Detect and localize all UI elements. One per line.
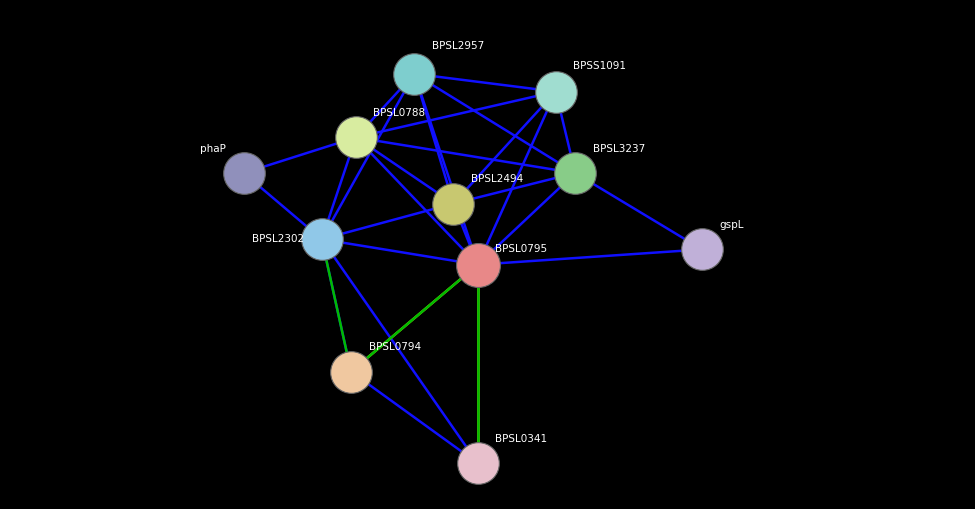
Text: gspL: gspL — [720, 220, 744, 230]
Text: BPSL2302: BPSL2302 — [253, 234, 304, 244]
Point — [446, 200, 461, 208]
Point — [470, 261, 486, 269]
Text: BPSL0794: BPSL0794 — [369, 342, 420, 352]
Point — [348, 133, 364, 142]
Text: BPSL0795: BPSL0795 — [495, 244, 547, 254]
Point — [314, 235, 330, 243]
Point — [470, 459, 486, 467]
Text: BPSL0788: BPSL0788 — [373, 108, 425, 118]
Text: BPSL2494: BPSL2494 — [471, 174, 524, 184]
Point — [567, 169, 583, 177]
Point — [343, 367, 359, 376]
Text: BPSL2957: BPSL2957 — [432, 41, 485, 51]
Point — [548, 88, 564, 96]
Point — [694, 245, 710, 253]
Point — [236, 169, 252, 177]
Text: BPSL0341: BPSL0341 — [495, 434, 547, 444]
Text: phaP: phaP — [200, 144, 226, 154]
Text: BPSS1091: BPSS1091 — [573, 61, 626, 71]
Text: BPSL3237: BPSL3237 — [593, 144, 645, 154]
Point — [407, 70, 422, 78]
